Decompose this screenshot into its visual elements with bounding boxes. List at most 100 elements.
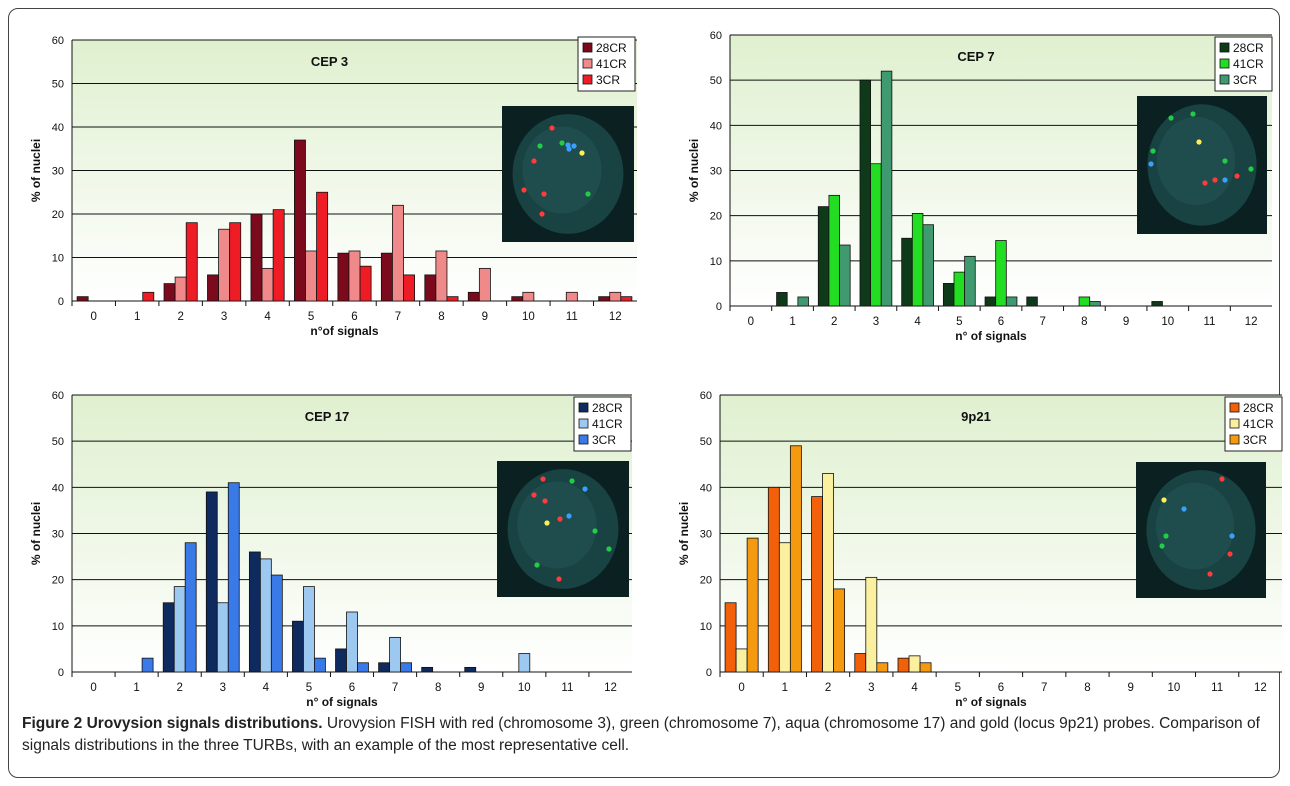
bar: [435, 250, 448, 302]
y-tick-label: 10: [52, 253, 64, 265]
bar: [620, 296, 633, 302]
bar: [995, 240, 1007, 307]
fish-signal-dot: [579, 150, 585, 156]
x-tick-label: 11: [1211, 682, 1223, 694]
y-tick-label: 0: [706, 667, 712, 679]
legend-label: 3CR: [1243, 433, 1267, 447]
caption-text: Urovysion FISH with red (chromosome 3), …: [22, 715, 1260, 754]
bar: [272, 209, 285, 302]
legend-label: 3CR: [592, 433, 616, 447]
cell-micrograph-image: [502, 106, 634, 242]
fish-signal-dot: [571, 143, 577, 149]
x-tick-label: 2: [825, 682, 831, 694]
fish-signal-dot: [569, 478, 575, 484]
x-tick-label: 1: [133, 682, 139, 694]
bar: [76, 296, 89, 302]
x-tick-label: 8: [438, 311, 444, 323]
x-tick-label: 7: [395, 311, 401, 323]
cell-micrograph-image: [1137, 96, 1267, 234]
x-tick-label: 10: [518, 682, 531, 694]
bar: [598, 296, 611, 302]
bar: [1026, 296, 1038, 307]
x-axis-label: n° of signals: [306, 695, 378, 709]
bar: [141, 657, 154, 673]
legend-swatch: [578, 418, 589, 429]
y-axis-label: % of nuclei: [29, 139, 43, 202]
x-tick-label: 10: [1168, 682, 1181, 694]
bar: [865, 576, 878, 673]
legend-label: 28CR: [592, 401, 623, 415]
bar: [250, 213, 263, 302]
bar: [1151, 301, 1163, 307]
bar: [359, 265, 372, 302]
x-tick-label: 8: [1081, 316, 1087, 328]
y-tick-label: 30: [52, 166, 64, 178]
x-tick-label: 7: [392, 682, 398, 694]
x-tick-label: 0: [91, 311, 97, 323]
legend-label: 41CR: [1243, 417, 1274, 431]
chart-title: CEP 3: [311, 54, 348, 69]
bar: [229, 222, 242, 302]
x-tick-label: 4: [263, 682, 270, 694]
bar: [901, 237, 913, 307]
y-tick-label: 20: [52, 575, 64, 587]
bar: [348, 250, 361, 302]
fish-signal-dot: [1181, 506, 1187, 512]
x-tick-label: 11: [1203, 316, 1215, 328]
fish-signal-dot: [544, 520, 550, 526]
bar: [822, 473, 834, 673]
x-tick-label: 6: [349, 682, 355, 694]
cell-micrograph-image: [1136, 462, 1266, 598]
fish-signal-dot: [531, 492, 537, 498]
bar: [205, 491, 218, 673]
y-tick-label: 20: [52, 209, 64, 221]
y-tick-label: 20: [700, 575, 712, 587]
x-tick-label: 1: [789, 316, 795, 328]
bar: [609, 291, 622, 302]
y-tick-label: 60: [52, 35, 64, 47]
x-tick-label: 9: [482, 311, 488, 323]
fish-signal-dot: [1148, 161, 1154, 167]
chart-title: CEP 7: [957, 49, 994, 64]
fish-signal-dot: [1190, 111, 1196, 117]
bar: [854, 653, 867, 673]
x-tick-label: 6: [351, 311, 357, 323]
y-axis-label: % of nuclei: [29, 502, 43, 565]
legend-label: 3CR: [596, 73, 620, 87]
legend-swatch: [578, 402, 589, 413]
bar: [942, 283, 955, 307]
bar: [424, 274, 437, 302]
bar: [227, 482, 240, 673]
y-tick-label: 0: [716, 301, 722, 313]
legend-swatch: [582, 74, 593, 85]
bar: [811, 496, 823, 673]
fish-signal-dot: [1150, 148, 1156, 154]
bar: [1078, 296, 1091, 307]
figure-caption: Figure 2 Urovysion signals distributions…: [22, 713, 1272, 757]
x-tick-label: 7: [1039, 316, 1045, 328]
x-tick-label: 6: [998, 316, 1004, 328]
bar: [817, 206, 830, 307]
y-tick-label: 40: [52, 482, 64, 494]
x-tick-label: 2: [176, 682, 182, 694]
legend-swatch: [582, 58, 593, 69]
x-tick-label: 7: [1041, 682, 1047, 694]
fish-signal-dot: [534, 562, 540, 568]
bar: [270, 574, 283, 673]
fish-signal-dot: [541, 191, 547, 197]
bar: [400, 662, 412, 673]
y-tick-label: 30: [52, 529, 64, 541]
x-tick-label: 1: [134, 311, 140, 323]
fish-signal-dot: [1161, 497, 1167, 503]
legend-label: 41CR: [596, 57, 627, 71]
chart-title: CEP 17: [305, 409, 350, 424]
y-tick-label: 50: [52, 436, 64, 448]
bar: [378, 662, 390, 673]
x-tick-label: 10: [522, 311, 535, 323]
legend-swatch: [1219, 42, 1230, 53]
bar: [357, 662, 369, 673]
